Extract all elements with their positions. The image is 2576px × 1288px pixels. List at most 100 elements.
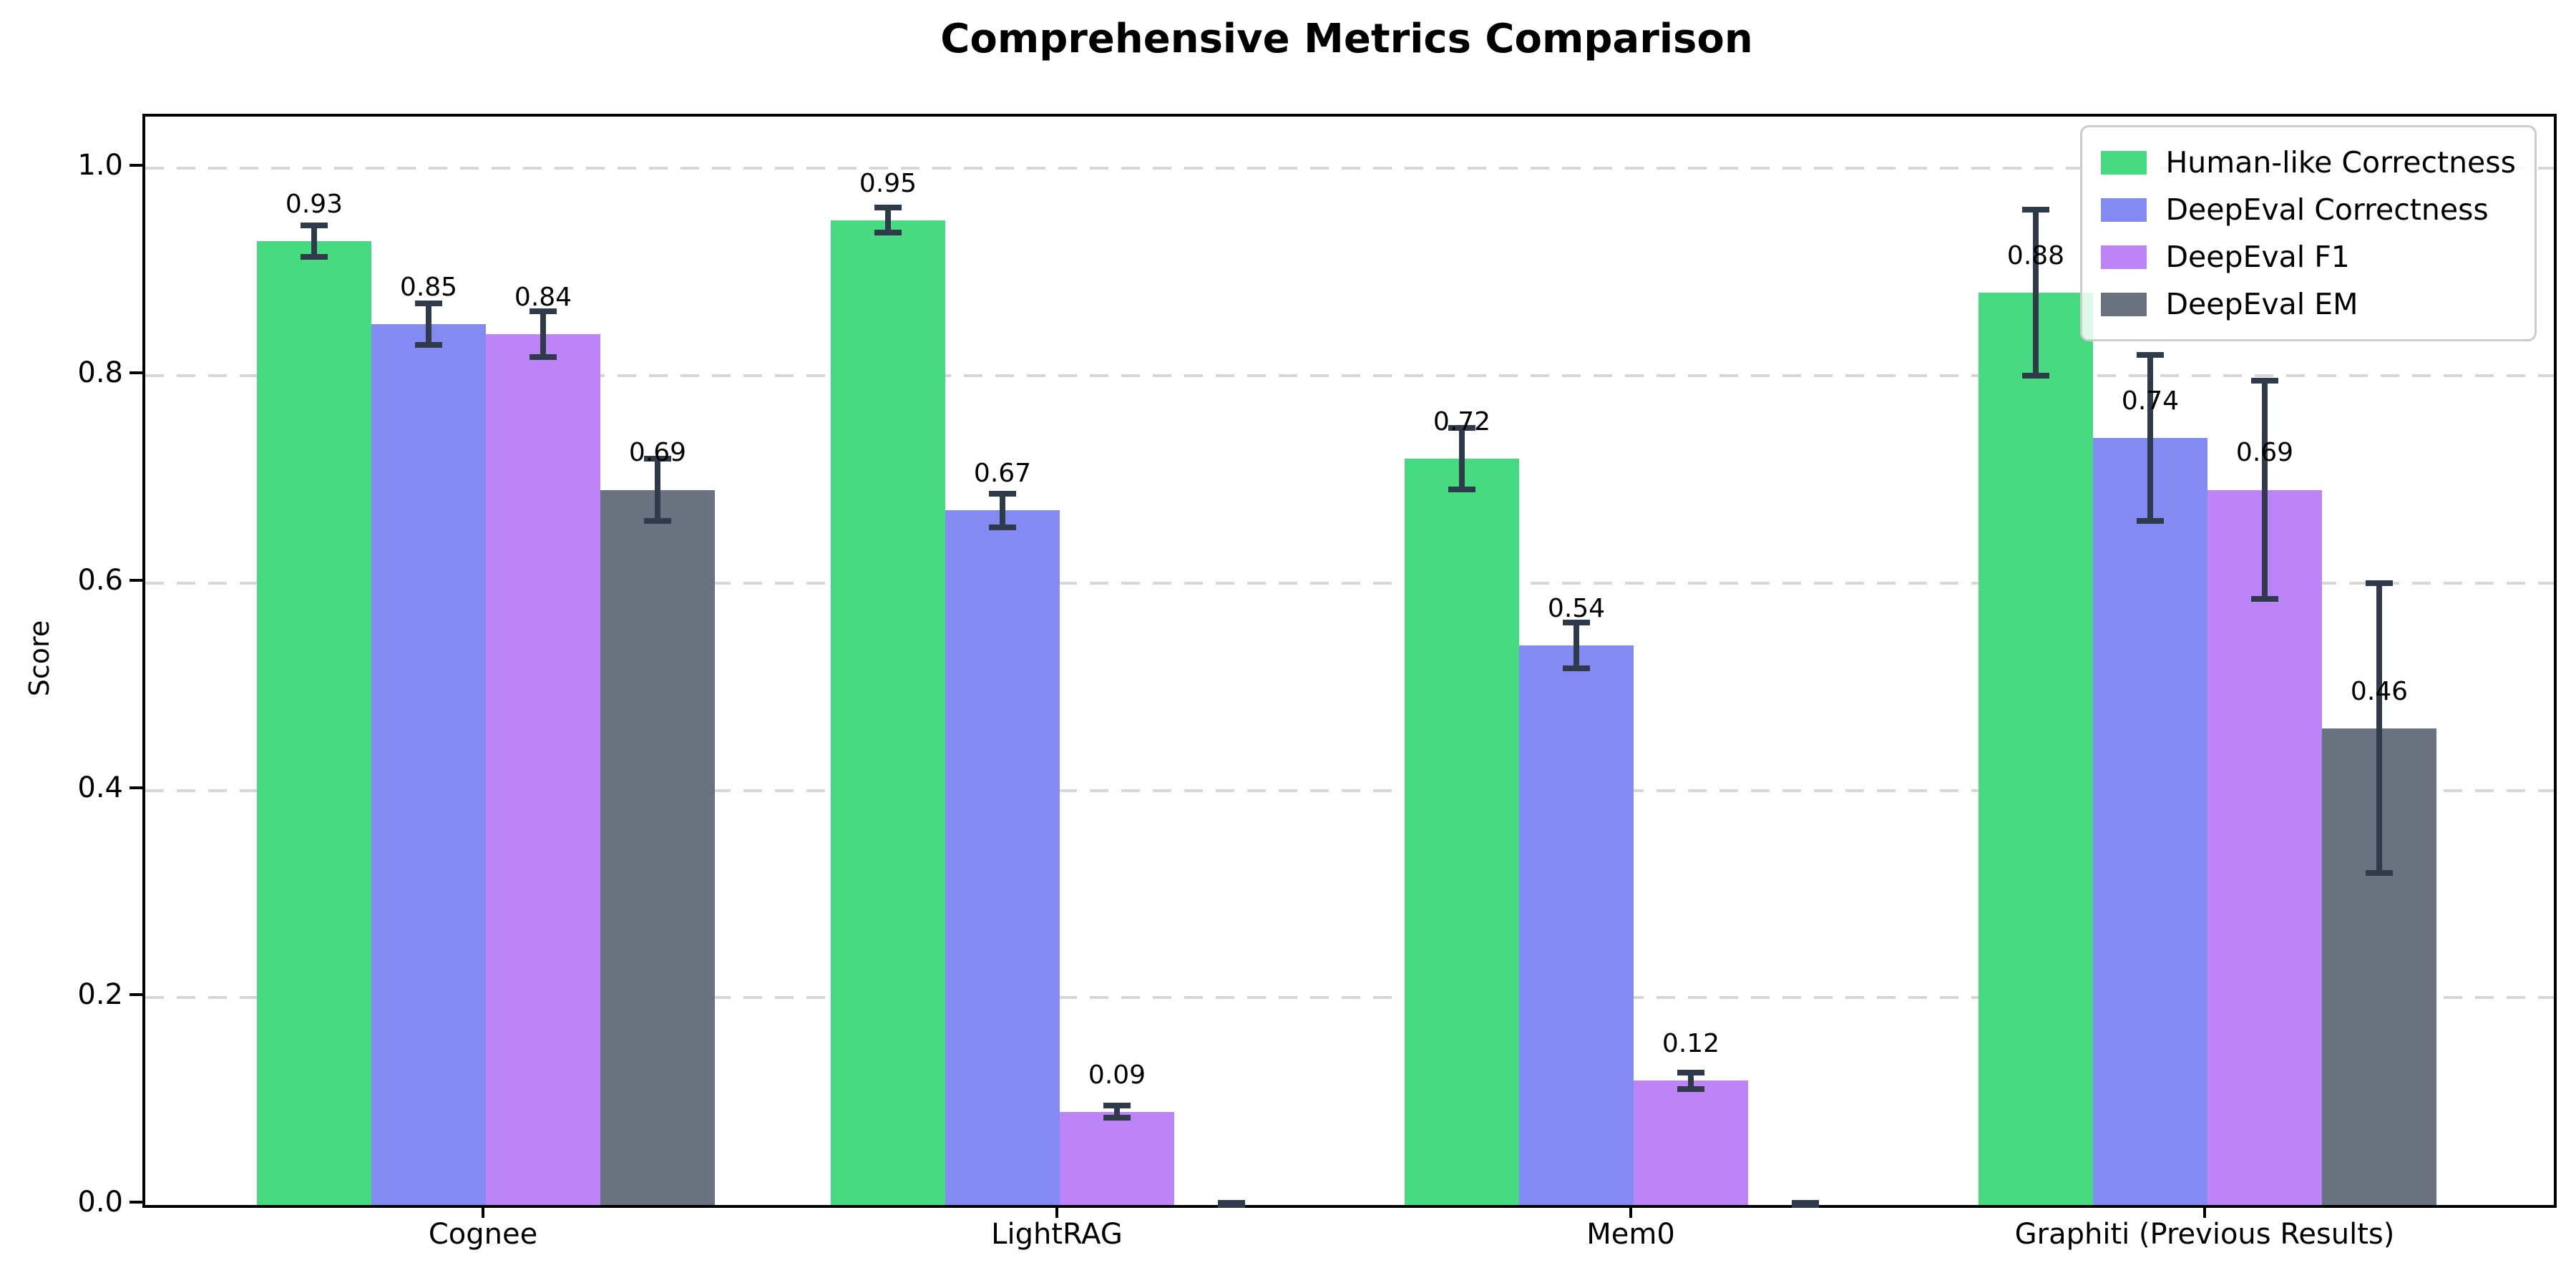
x-tick-mark [1629, 1205, 1632, 1218]
y-tick-label: 0.4 [77, 771, 123, 804]
legend: Human-like Correctness DeepEval Correctne… [2080, 125, 2537, 341]
error-bar [2033, 210, 2039, 376]
legend-swatch [2101, 245, 2147, 269]
bar-value-label: 0.54 [1547, 593, 1606, 623]
bar [1519, 645, 1634, 1205]
error-bar [655, 459, 660, 521]
x-tick-label: Cognee [428, 1218, 538, 1251]
error-bar-cap [530, 354, 557, 361]
error-bar [885, 208, 891, 233]
y-tick-mark [130, 1201, 142, 1204]
bar [2207, 489, 2322, 1205]
bar-value-label: 0.69 [628, 438, 687, 468]
bar-value-label: 0.88 [2006, 241, 2065, 271]
legend-label: Human-like Correctness [2165, 145, 2516, 180]
error-bar-cap [1448, 424, 1475, 431]
legend-item: DeepEval EM [2101, 280, 2516, 328]
error-bar [2376, 582, 2382, 874]
error-bar [1459, 427, 1465, 490]
y-tick-label: 1.0 [77, 149, 123, 182]
legend-swatch [2101, 292, 2147, 316]
bar-value-label: 0.74 [2121, 386, 2180, 416]
error-bar-cap [1103, 1102, 1131, 1108]
error-bar-cap [1103, 1115, 1131, 1121]
error-bar [1688, 1072, 1694, 1089]
error-bar-cap [644, 456, 671, 462]
bar [1979, 293, 2093, 1205]
chart-title: Comprehensive Metrics Comparison [940, 16, 1753, 62]
bar [257, 240, 371, 1205]
grid-line [145, 581, 2554, 585]
legend-label: DeepEval F1 [2165, 240, 2350, 274]
error-bar-cap [2366, 870, 2393, 877]
error-bar-cap [301, 253, 328, 260]
error-bar-cap [1218, 1202, 1245, 1208]
error-bar-cap [644, 517, 671, 524]
bar-value-label: 0.85 [399, 272, 458, 302]
error-bar [311, 225, 317, 257]
bar-value-label: 0.93 [285, 189, 343, 219]
bar-value-label: 0.09 [1088, 1060, 1146, 1090]
legend-label: DeepEval EM [2165, 287, 2358, 321]
bar [1060, 1111, 1174, 1205]
y-tick-mark [130, 993, 142, 997]
error-bar-cap [1677, 1085, 1704, 1092]
y-tick-mark [130, 578, 142, 582]
bar [2093, 438, 2207, 1205]
grid-line [145, 374, 2554, 378]
bar [371, 323, 486, 1205]
grid-line [145, 167, 2554, 170]
error-bar [1000, 494, 1005, 527]
x-tick-label: Mem0 [1586, 1218, 1675, 1251]
grid-line [145, 996, 2554, 1000]
bar-value-label: 0.72 [1433, 407, 1491, 437]
error-bar-cap [415, 341, 442, 348]
error-bar-cap [2366, 580, 2393, 586]
error-bar-cap [1677, 1069, 1704, 1075]
error-bar [1114, 1105, 1120, 1118]
error-bar [426, 303, 431, 345]
bar-value-label: 0.46 [2350, 676, 2409, 706]
error-bar-cap [301, 223, 328, 229]
bar-value-label: 0.12 [1662, 1029, 1720, 1059]
error-bar-cap [989, 491, 1016, 497]
y-tick-label: 0.2 [77, 978, 123, 1012]
legend-item: DeepEval Correctness [2101, 186, 2516, 233]
grid-line [145, 789, 2554, 792]
x-tick-label: Graphiti (Previous Results) [2014, 1218, 2395, 1251]
error-bar-cap [2137, 352, 2164, 358]
legend-item: Human-like Correctness [2101, 139, 2516, 186]
x-tick-label: LightRAG [991, 1218, 1123, 1251]
error-bar-cap [989, 524, 1016, 530]
bar [600, 489, 715, 1205]
error-bar-cap [1448, 487, 1475, 493]
y-axis-label: Score [24, 620, 55, 697]
error-bar-cap [874, 205, 902, 211]
error-bar-cap [2137, 517, 2164, 524]
x-tick-mark [482, 1205, 484, 1218]
bar [486, 334, 600, 1205]
error-bar-cap [2022, 207, 2049, 213]
error-bar-cap [2022, 373, 2049, 379]
legend-label: DeepEval Correctness [2165, 192, 2489, 227]
error-bar [2147, 355, 2153, 521]
x-tick-mark [2203, 1205, 2206, 1218]
error-bar-cap [415, 300, 442, 306]
error-bar-cap [530, 308, 557, 315]
error-bar [540, 311, 546, 358]
y-tick-label: 0.6 [77, 563, 123, 597]
error-bar-cap [2251, 595, 2278, 602]
legend-item: DeepEval F1 [2101, 233, 2516, 280]
bar-value-label: 0.69 [2235, 438, 2294, 468]
error-bar-cap [1563, 619, 1590, 625]
bar-value-label: 0.95 [859, 168, 917, 198]
error-bar-cap [1563, 665, 1590, 671]
error-bar-cap [1792, 1202, 1819, 1208]
bar [831, 220, 945, 1205]
legend-swatch [2101, 197, 2147, 222]
bar [1634, 1080, 1748, 1205]
bar-value-label: 0.67 [973, 459, 1032, 489]
error-bar [1574, 622, 1579, 668]
legend-swatch [2101, 150, 2147, 175]
